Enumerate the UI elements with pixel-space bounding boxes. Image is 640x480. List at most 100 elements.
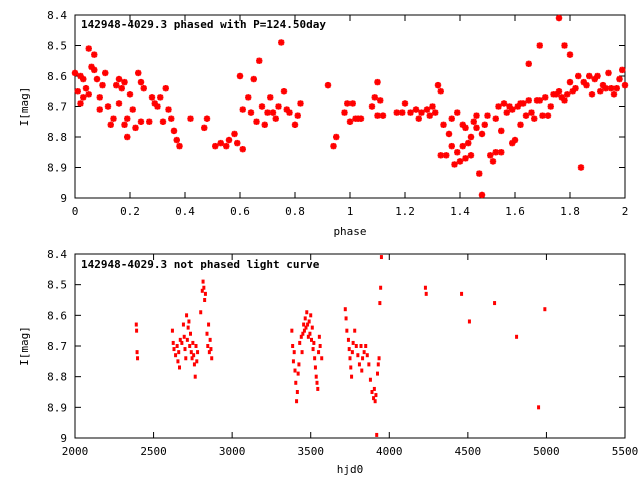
data-point xyxy=(515,334,519,339)
x-tick-label: 0.8 xyxy=(285,205,305,218)
data-point xyxy=(162,85,169,92)
data-point xyxy=(313,356,317,361)
data-point xyxy=(146,118,153,125)
data-point xyxy=(368,103,376,110)
data-point xyxy=(344,100,351,107)
data-point xyxy=(531,115,538,122)
data-point xyxy=(473,112,480,119)
data-point xyxy=(374,78,381,86)
y-tick-label: 8.5 xyxy=(47,279,67,292)
x-tick-label: 0 xyxy=(72,205,79,218)
data-point xyxy=(379,255,383,260)
data-point xyxy=(348,356,352,361)
data-point xyxy=(467,133,475,141)
y-axis-label: I[mag] xyxy=(18,326,31,366)
y-tick-label: 8.6 xyxy=(47,309,67,322)
x-axis-label: hjd0 xyxy=(337,463,364,476)
data-point xyxy=(462,124,469,132)
data-point xyxy=(478,191,486,199)
data-point xyxy=(539,112,546,119)
data-point xyxy=(492,115,499,122)
data-point xyxy=(261,121,268,128)
data-point xyxy=(209,347,213,352)
data-point xyxy=(177,350,181,355)
data-point xyxy=(186,325,190,330)
data-point xyxy=(371,94,378,101)
data-point xyxy=(347,347,351,352)
data-point xyxy=(258,103,266,110)
data-point xyxy=(424,291,428,296)
data-point xyxy=(374,393,378,398)
data-point xyxy=(134,322,138,327)
data-point xyxy=(168,115,175,122)
data-point xyxy=(293,368,297,373)
data-point xyxy=(315,380,319,385)
data-point xyxy=(280,88,288,95)
data-point xyxy=(605,69,612,77)
x-tick-label: 1 xyxy=(347,205,354,218)
data-point xyxy=(194,344,198,348)
data-point xyxy=(448,115,455,122)
data-point xyxy=(264,109,271,116)
data-point xyxy=(170,328,174,333)
data-point xyxy=(178,337,182,342)
data-point xyxy=(487,152,494,159)
x-tick-label: 0.2 xyxy=(120,205,140,218)
data-point xyxy=(478,130,486,138)
data-point xyxy=(367,362,371,367)
data-point xyxy=(376,362,380,367)
data-point xyxy=(351,340,355,345)
data-point xyxy=(361,356,365,361)
data-point xyxy=(456,158,464,165)
data-point xyxy=(165,106,172,113)
y-tick-label: 8.7 xyxy=(47,101,67,114)
x-tick-label: 4500 xyxy=(455,445,482,458)
data-point xyxy=(343,307,347,312)
data-point xyxy=(476,170,483,177)
data-point xyxy=(412,106,420,113)
data-point xyxy=(176,359,180,364)
data-point xyxy=(375,432,379,437)
data-point xyxy=(267,94,274,101)
data-point xyxy=(434,81,442,89)
data-point xyxy=(174,353,178,358)
data-point xyxy=(542,94,549,101)
data-point xyxy=(378,301,382,306)
data-point xyxy=(135,328,139,333)
data-point xyxy=(350,374,354,379)
data-point xyxy=(330,142,337,150)
data-point xyxy=(191,340,195,345)
phased-light-curve-panel: 0 0.2 0.4 0.6 0.8 1 1.2 1.4 1.6 1.8 2 8.4 8.5 8.6 8.7 8… xyxy=(18,9,628,238)
data-point xyxy=(489,158,497,165)
data-point xyxy=(467,152,475,159)
data-point xyxy=(451,161,458,168)
x-tick-label: 1.8 xyxy=(560,205,580,218)
data-point xyxy=(393,109,400,116)
data-point xyxy=(481,121,488,128)
data-point xyxy=(484,112,491,119)
data-point xyxy=(299,334,303,339)
data-point xyxy=(443,152,450,159)
x-tick-label: 0.6 xyxy=(230,205,250,218)
data-point xyxy=(96,106,103,113)
data-point xyxy=(316,386,320,391)
data-point xyxy=(256,57,263,64)
data-point xyxy=(297,362,301,367)
data-point xyxy=(368,377,372,382)
data-point xyxy=(522,112,530,119)
data-point xyxy=(121,78,128,86)
data-point xyxy=(118,85,125,92)
data-point xyxy=(318,344,322,348)
data-point xyxy=(312,340,316,345)
data-point xyxy=(349,100,356,107)
data-point xyxy=(317,350,321,355)
y-tick-label: 8.6 xyxy=(47,70,67,83)
data-point xyxy=(286,109,293,116)
data-point xyxy=(291,359,295,364)
data-point xyxy=(536,42,543,49)
data-point xyxy=(610,91,618,98)
data-point xyxy=(107,121,114,128)
data-point xyxy=(517,121,524,128)
y-tick-label: 8.9 xyxy=(47,401,67,414)
